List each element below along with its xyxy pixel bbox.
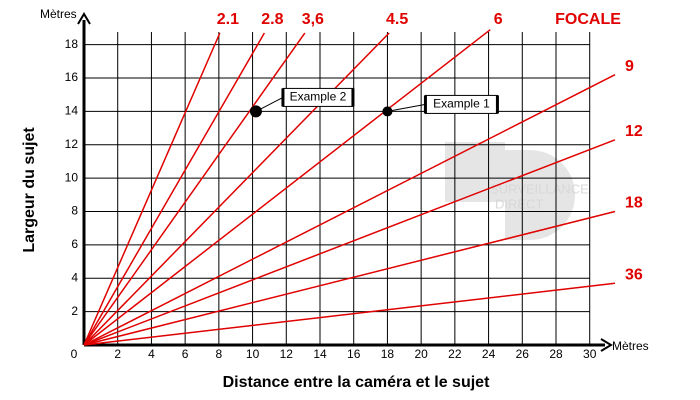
focal-line (83, 29, 491, 346)
watermark: SURVEILLANCE DIRECT (445, 142, 589, 240)
focal-label: 9 (625, 58, 634, 75)
example-label: Example 2 (290, 90, 347, 104)
x-tick-label: 28 (549, 347, 563, 361)
focal-line (83, 32, 266, 346)
y-unit: Mètres (40, 7, 77, 21)
x-tick-label: 16 (347, 347, 361, 361)
watermark-text: SURVEILLANCE (490, 181, 589, 196)
x-tick-label: 8 (216, 347, 223, 361)
x-tick-label: 14 (313, 347, 327, 361)
y-tick-label: 4 (71, 270, 78, 284)
y-tick-label: 12 (65, 137, 79, 151)
focal-label: 2.8 (261, 11, 283, 28)
focal-label: 18 (625, 195, 643, 212)
focal-line (83, 282, 616, 346)
y-axis-arrow (77, 12, 91, 25)
y-tick-label: 10 (65, 170, 79, 184)
example-point (249, 105, 262, 118)
focal-label: 4.5 (386, 11, 408, 28)
y-tick-label: 8 (71, 204, 78, 218)
y-tick-label: 14 (65, 104, 79, 118)
legend-title: FOCALE (555, 11, 621, 28)
x-tick-label: 4 (148, 347, 155, 361)
example-label: Example 1 (433, 97, 490, 111)
focal-line (83, 210, 616, 346)
watermark-text: DIRECT (495, 196, 543, 211)
x-tick-label: 0 (71, 347, 78, 361)
focal-line (83, 74, 616, 346)
x-tick-label: 22 (448, 347, 462, 361)
x-tick-label: 20 (414, 347, 428, 361)
y-tick-label: 16 (65, 70, 79, 84)
x-tick-label: 24 (482, 347, 496, 361)
focal-label: 3,6 (302, 11, 324, 28)
y-tick-label: 6 (71, 237, 78, 251)
focal-label: 12 (625, 123, 643, 140)
y-tick-label: 2 (71, 304, 78, 318)
focal-line (83, 139, 616, 346)
y-axis-title: Largeur du sujet (21, 127, 38, 253)
x-unit: Mètres (612, 339, 649, 353)
x-tick-label: 6 (182, 347, 189, 361)
y-tick-label: 18 (65, 37, 79, 51)
focal-label: 6 (494, 11, 503, 28)
focal-label: 2.1 (217, 11, 239, 28)
x-axis-arrow (600, 338, 613, 352)
focal-line (83, 32, 221, 346)
x-axis-title: Distance entre la caméra et le sujet (223, 374, 490, 391)
focal-label: 36 (625, 266, 643, 283)
x-tick-label: 26 (516, 347, 530, 361)
example-point (382, 106, 393, 117)
x-tick-label: 12 (280, 347, 294, 361)
leader-line (387, 103, 426, 112)
x-tick-label: 10 (246, 347, 260, 361)
x-tick-label: 18 (381, 347, 395, 361)
x-tick-label: 2 (114, 347, 121, 361)
focal-line (83, 32, 390, 346)
focal-line (83, 32, 306, 346)
x-tick-label: 30 (583, 347, 597, 361)
